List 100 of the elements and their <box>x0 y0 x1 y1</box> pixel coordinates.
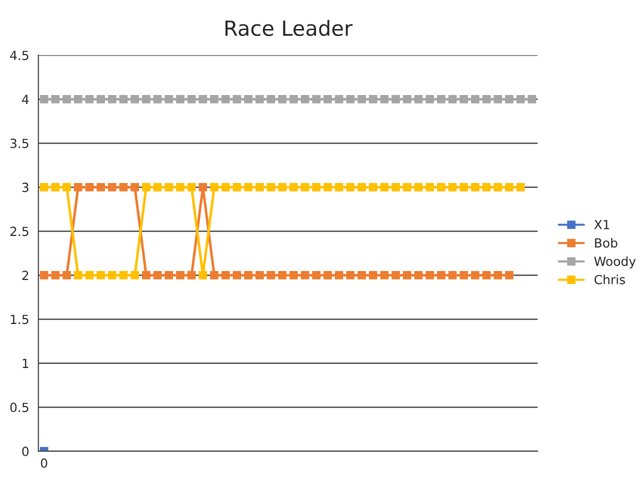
point <box>232 271 242 280</box>
y-tick-label: 0.5 <box>10 402 28 412</box>
point <box>108 183 116 192</box>
point <box>278 183 286 192</box>
point <box>380 183 389 192</box>
point <box>358 183 366 192</box>
y-tick-label: 0 <box>22 446 29 456</box>
point <box>96 183 105 192</box>
point <box>96 271 105 280</box>
point <box>153 183 162 192</box>
point <box>505 183 514 192</box>
y-tick-label: 3.5 <box>10 138 28 148</box>
point <box>62 271 71 280</box>
point <box>130 95 140 104</box>
point <box>164 271 174 280</box>
point <box>346 95 355 104</box>
point <box>460 183 468 192</box>
point <box>448 95 457 104</box>
point <box>368 95 378 104</box>
point <box>358 95 366 104</box>
chart-title: Race Leader <box>225 20 353 36</box>
point <box>494 183 502 192</box>
y-tick-label: 2.5 <box>10 226 28 236</box>
point <box>402 271 412 280</box>
point <box>210 271 218 280</box>
point <box>62 183 71 192</box>
point <box>448 183 457 192</box>
point <box>40 271 48 280</box>
point <box>119 271 128 280</box>
point <box>505 271 514 280</box>
point <box>40 183 48 192</box>
point <box>198 183 208 192</box>
point <box>300 95 310 104</box>
point <box>312 271 321 280</box>
point <box>380 95 389 104</box>
point <box>324 183 332 192</box>
point <box>266 183 276 192</box>
point <box>74 95 82 104</box>
point <box>494 95 502 104</box>
point <box>74 183 82 192</box>
point <box>414 95 423 104</box>
point <box>96 95 105 104</box>
legend-label: Bob <box>595 238 618 248</box>
point <box>516 183 525 192</box>
point <box>164 183 174 192</box>
point <box>368 183 378 192</box>
point <box>130 271 140 280</box>
point <box>210 95 218 104</box>
y-tick-label: 4 <box>22 94 29 104</box>
point <box>153 95 162 104</box>
point <box>436 271 446 280</box>
point <box>51 95 60 104</box>
point <box>436 183 446 192</box>
point <box>494 271 502 280</box>
point <box>482 183 491 192</box>
point <box>482 271 491 280</box>
point <box>244 95 252 104</box>
point <box>51 271 60 280</box>
point <box>198 271 208 280</box>
point <box>290 271 298 280</box>
point <box>300 271 310 280</box>
point <box>108 271 116 280</box>
point <box>346 183 355 192</box>
point <box>232 95 242 104</box>
point <box>221 271 230 280</box>
y-tick-label: 4.5 <box>10 50 28 60</box>
point <box>426 95 434 104</box>
point <box>40 95 48 104</box>
point <box>176 95 184 104</box>
point <box>187 271 196 280</box>
point <box>402 95 412 104</box>
point <box>324 95 332 104</box>
point <box>460 271 468 280</box>
point <box>471 183 480 192</box>
point <box>187 183 196 192</box>
point <box>460 95 468 104</box>
point <box>198 95 208 104</box>
point <box>255 271 264 280</box>
point <box>278 95 286 104</box>
point <box>119 183 128 192</box>
point <box>153 271 162 280</box>
point <box>414 271 423 280</box>
point <box>85 271 94 280</box>
point <box>426 271 434 280</box>
point <box>221 95 230 104</box>
point <box>210 183 218 192</box>
point <box>528 95 536 104</box>
point <box>130 183 140 192</box>
point <box>266 95 276 104</box>
point <box>426 183 434 192</box>
y-tick-label: 1 <box>22 358 28 368</box>
point <box>108 95 116 104</box>
point <box>255 95 264 104</box>
point <box>85 95 94 104</box>
point <box>62 95 71 104</box>
point <box>312 183 321 192</box>
point <box>436 95 446 104</box>
point <box>176 183 184 192</box>
point <box>471 95 480 104</box>
point <box>266 271 276 280</box>
